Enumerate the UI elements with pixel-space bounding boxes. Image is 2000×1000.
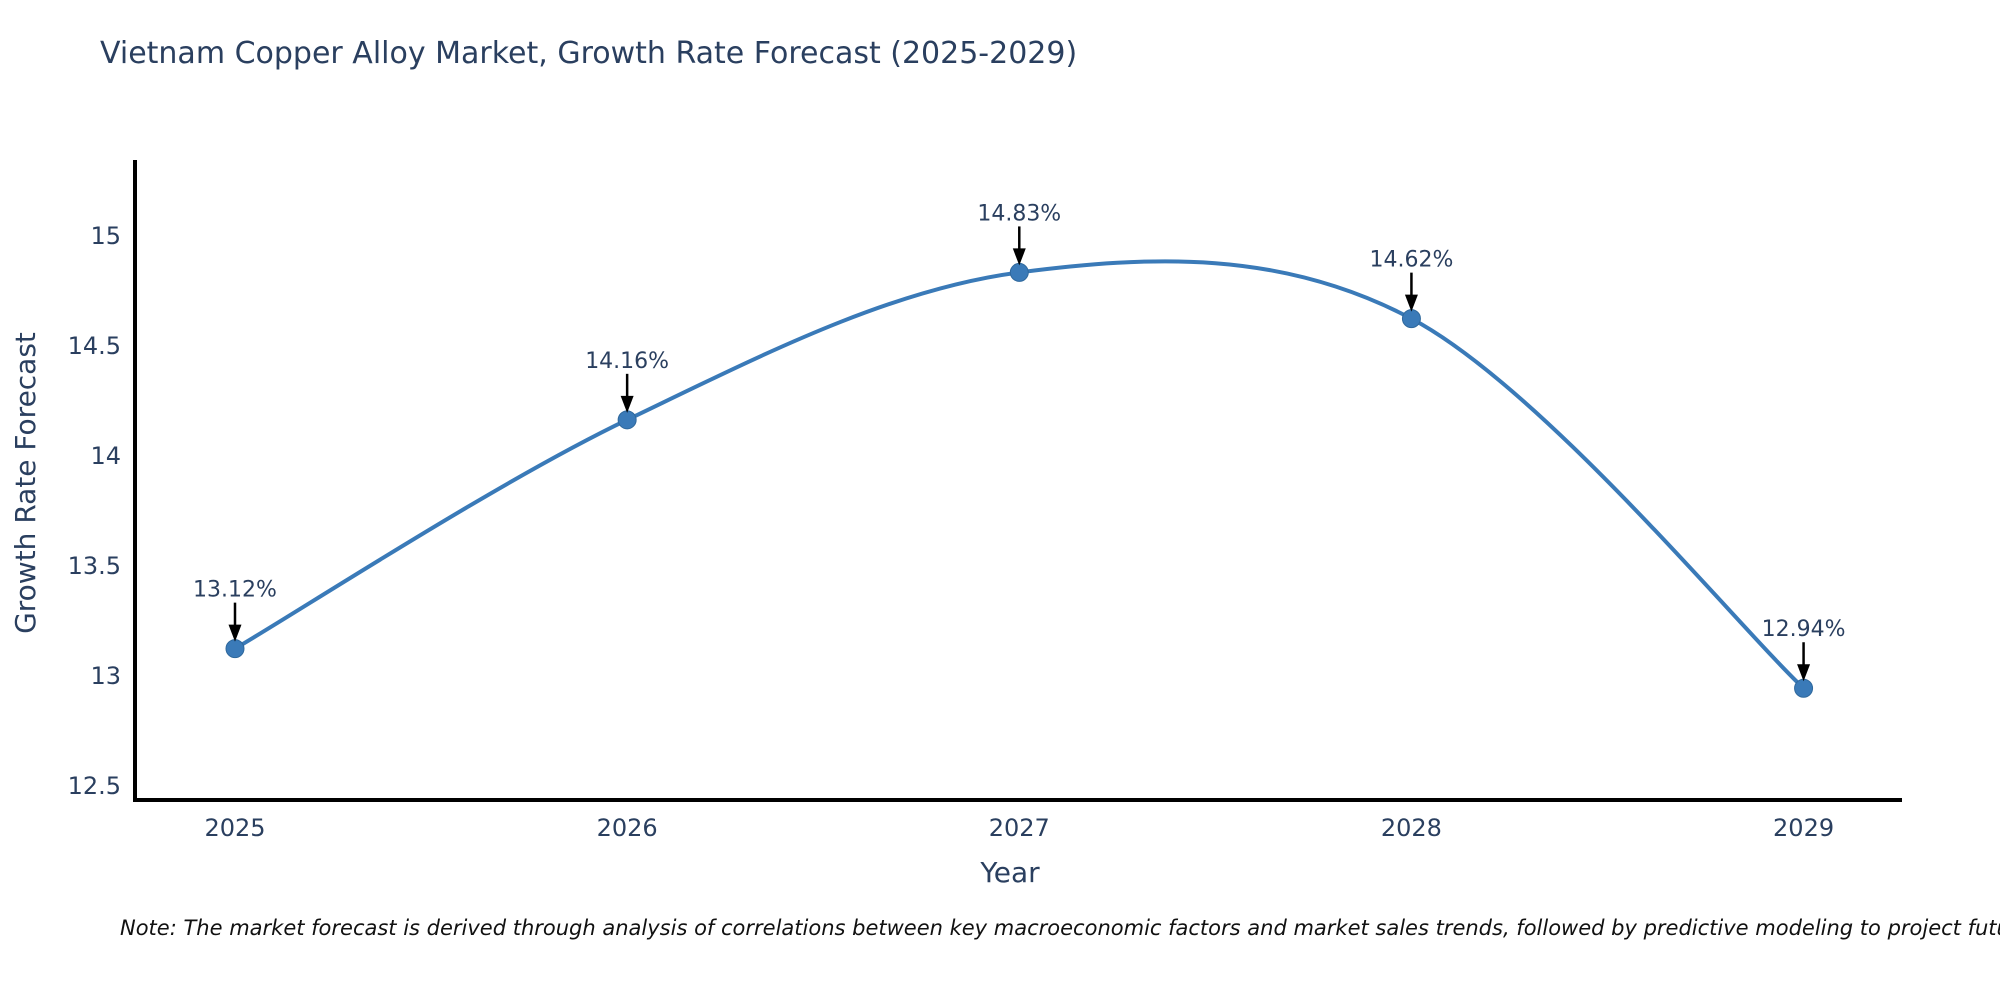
x-axis-title: Year [980, 856, 1040, 889]
footnote: Note: The market forecast is derived thr… [120, 916, 2000, 940]
y-tick-label: 14.5 [68, 332, 121, 360]
data-point[interactable] [1401, 309, 1421, 329]
data-point[interactable] [225, 639, 245, 659]
y-tick-label: 13 [90, 662, 121, 690]
x-tick-label: 2029 [1773, 814, 1834, 842]
data-point[interactable] [1794, 678, 1814, 698]
point-value-label: 12.94% [1762, 617, 1846, 642]
annotation-arrowhead-icon [1012, 248, 1026, 266]
point-value-label: 14.16% [585, 349, 669, 374]
x-tick-label: 2028 [1381, 814, 1442, 842]
annotation-arrowhead-icon [1797, 664, 1811, 682]
point-value-label: 14.83% [977, 201, 1061, 226]
annotation-arrowhead-icon [620, 395, 634, 413]
annotation-arrowhead-icon [228, 624, 242, 642]
data-point[interactable] [1009, 262, 1029, 282]
x-tick-label: 2025 [204, 814, 265, 842]
point-value-label: 14.62% [1369, 248, 1453, 273]
annotation-arrowhead-icon [1404, 294, 1418, 312]
x-tick-label: 2027 [989, 814, 1050, 842]
data-point[interactable] [617, 410, 637, 430]
y-tick-label: 13.5 [68, 552, 121, 580]
chart-title: Vietnam Copper Alloy Market, Growth Rate… [100, 36, 1078, 71]
axis-lines [133, 160, 1902, 802]
y-tick-label: 14 [90, 442, 121, 470]
forecast-line [232, 259, 1806, 691]
x-tick-label: 2026 [597, 814, 658, 842]
y-tick-label: 12.5 [68, 772, 121, 800]
y-tick-label: 15 [90, 222, 121, 250]
y-axis-title: Growth Rate Forecast [9, 332, 42, 634]
point-value-label: 13.12% [193, 578, 277, 603]
